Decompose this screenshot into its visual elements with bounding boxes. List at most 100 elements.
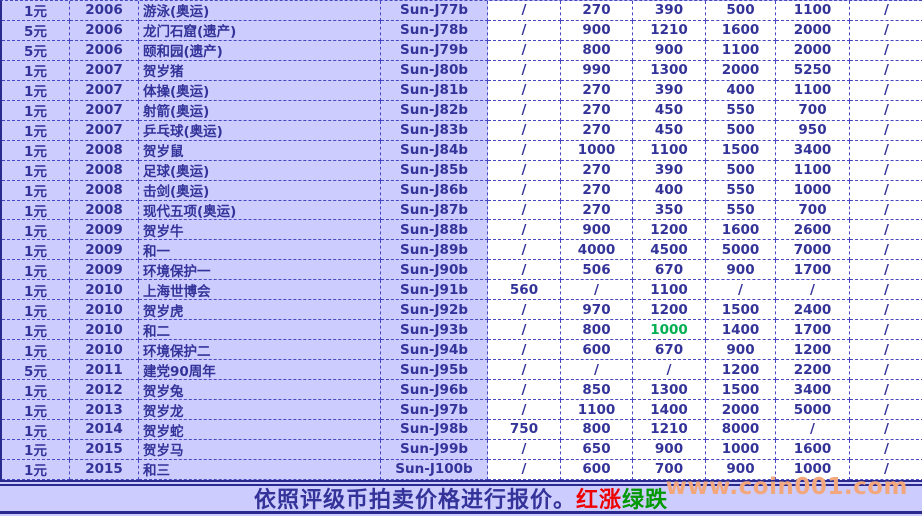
price-cell: / xyxy=(488,100,561,121)
price-cell: / xyxy=(850,380,922,401)
price-cell: 750 xyxy=(488,420,561,440)
footer-divider-gap xyxy=(0,481,922,484)
year-cell: 2013 xyxy=(70,400,139,421)
price-cell: 8000 xyxy=(706,420,776,440)
price-cell: / xyxy=(488,20,561,41)
denomination-cell: 1元 xyxy=(2,1,70,21)
price-cell: 2000 xyxy=(706,400,776,421)
year-cell: 2014 xyxy=(70,420,139,440)
price-cell: 900 xyxy=(706,459,776,480)
code-cell: Sun-J97b xyxy=(381,400,488,421)
price-cell: 550 xyxy=(706,180,776,201)
year-cell: 2007 xyxy=(70,60,139,81)
code-cell: Sun-J93b xyxy=(381,320,488,341)
code-cell: Sun-J84b xyxy=(381,140,488,161)
price-cell: 1700 xyxy=(776,320,850,341)
price-cell: / xyxy=(488,439,561,460)
year-cell: 2008 xyxy=(70,160,139,181)
denomination-cell: 1元 xyxy=(2,459,70,480)
denomination-cell: 1元 xyxy=(2,60,70,81)
price-cell: 450 xyxy=(633,120,706,141)
denomination-cell: 1元 xyxy=(2,80,70,101)
price-cell: 670 xyxy=(633,260,706,281)
price-cell: 1600 xyxy=(776,439,850,460)
footer-divider-line-bottom xyxy=(0,483,922,486)
price-cell: / xyxy=(776,280,850,301)
coin-name-cell: 贺岁猪 xyxy=(139,60,381,81)
denomination-cell: 5元 xyxy=(2,360,70,381)
price-cell: 4000 xyxy=(561,240,633,261)
price-cell: / xyxy=(776,420,850,440)
coin-name-cell: 贺岁蛇 xyxy=(139,420,381,440)
denomination-cell: 1元 xyxy=(2,200,70,221)
footer-note-green-down: 绿跌 xyxy=(622,488,669,514)
coin-name-cell: 射箭(奥运) xyxy=(139,100,381,121)
price-cell: 7000 xyxy=(776,240,850,261)
code-cell: Sun-J77b xyxy=(381,1,488,21)
price-cell: / xyxy=(850,60,922,81)
year-cell: 2010 xyxy=(70,320,139,341)
year-cell: 2010 xyxy=(70,340,139,361)
price-cell: / xyxy=(850,40,922,61)
price-cell: / xyxy=(850,459,922,480)
price-cell: 1210 xyxy=(633,420,706,440)
coin-name-cell: 游泳(奥运) xyxy=(139,1,381,21)
price-cell: / xyxy=(488,220,561,241)
price-cell: 2400 xyxy=(776,300,850,321)
denomination-cell: 1元 xyxy=(2,100,70,121)
price-cell: 1100 xyxy=(776,1,850,21)
price-cell: 1500 xyxy=(706,300,776,321)
year-cell: 2009 xyxy=(70,260,139,281)
price-cell: 390 xyxy=(633,160,706,181)
price-cell: 1300 xyxy=(633,380,706,401)
price-cell: 400 xyxy=(633,180,706,201)
denomination-cell: 1元 xyxy=(2,420,70,440)
coin-name-cell: 贺岁牛 xyxy=(139,220,381,241)
price-cell: 850 xyxy=(561,380,633,401)
price-cell: / xyxy=(488,120,561,141)
price-cell: 390 xyxy=(633,80,706,101)
price-cell: 1000 xyxy=(633,320,706,341)
denomination-cell: 1元 xyxy=(2,439,70,460)
code-cell: Sun-J81b xyxy=(381,80,488,101)
price-cell: / xyxy=(850,160,922,181)
price-cell: 900 xyxy=(561,220,633,241)
price-cell: / xyxy=(850,140,922,161)
year-cell: 2015 xyxy=(70,439,139,460)
price-cell: 1210 xyxy=(633,20,706,41)
footer-divider-line-top xyxy=(0,479,922,482)
price-cell: 1000 xyxy=(706,439,776,460)
price-cell: 600 xyxy=(561,340,633,361)
price-cell: / xyxy=(488,240,561,261)
year-cell: 2009 xyxy=(70,240,139,261)
price-cell: 270 xyxy=(561,100,633,121)
price-cell: / xyxy=(488,160,561,181)
price-cell: 2000 xyxy=(776,20,850,41)
code-cell: Sun-J87b xyxy=(381,200,488,221)
price-cell: 600 xyxy=(561,459,633,480)
price-cell: 560 xyxy=(488,280,561,301)
year-cell: 2009 xyxy=(70,220,139,241)
price-cell: / xyxy=(488,360,561,381)
code-cell: Sun-J86b xyxy=(381,180,488,201)
price-cell: 350 xyxy=(633,200,706,221)
price-cell: 270 xyxy=(561,80,633,101)
price-cell: 3400 xyxy=(776,140,850,161)
code-cell: Sun-J90b xyxy=(381,260,488,281)
year-cell: 2007 xyxy=(70,80,139,101)
price-cell: 1100 xyxy=(561,400,633,421)
code-cell: Sun-J96b xyxy=(381,380,488,401)
denomination-cell: 5元 xyxy=(2,40,70,61)
coin-name-cell: 龙门石窟(遗产) xyxy=(139,20,381,41)
denomination-cell: 1元 xyxy=(2,260,70,281)
price-cell: / xyxy=(488,60,561,81)
coin-name-cell: 上海世博会 xyxy=(139,280,381,301)
year-cell: 2006 xyxy=(70,1,139,21)
denomination-cell: 1元 xyxy=(2,120,70,141)
price-cell: 1200 xyxy=(633,300,706,321)
coin-name-cell: 贺岁虎 xyxy=(139,300,381,321)
coin-name-cell: 环境保护一 xyxy=(139,260,381,281)
price-cell: 500 xyxy=(706,160,776,181)
denomination-cell: 1元 xyxy=(2,400,70,421)
code-cell: Sun-J82b xyxy=(381,100,488,121)
